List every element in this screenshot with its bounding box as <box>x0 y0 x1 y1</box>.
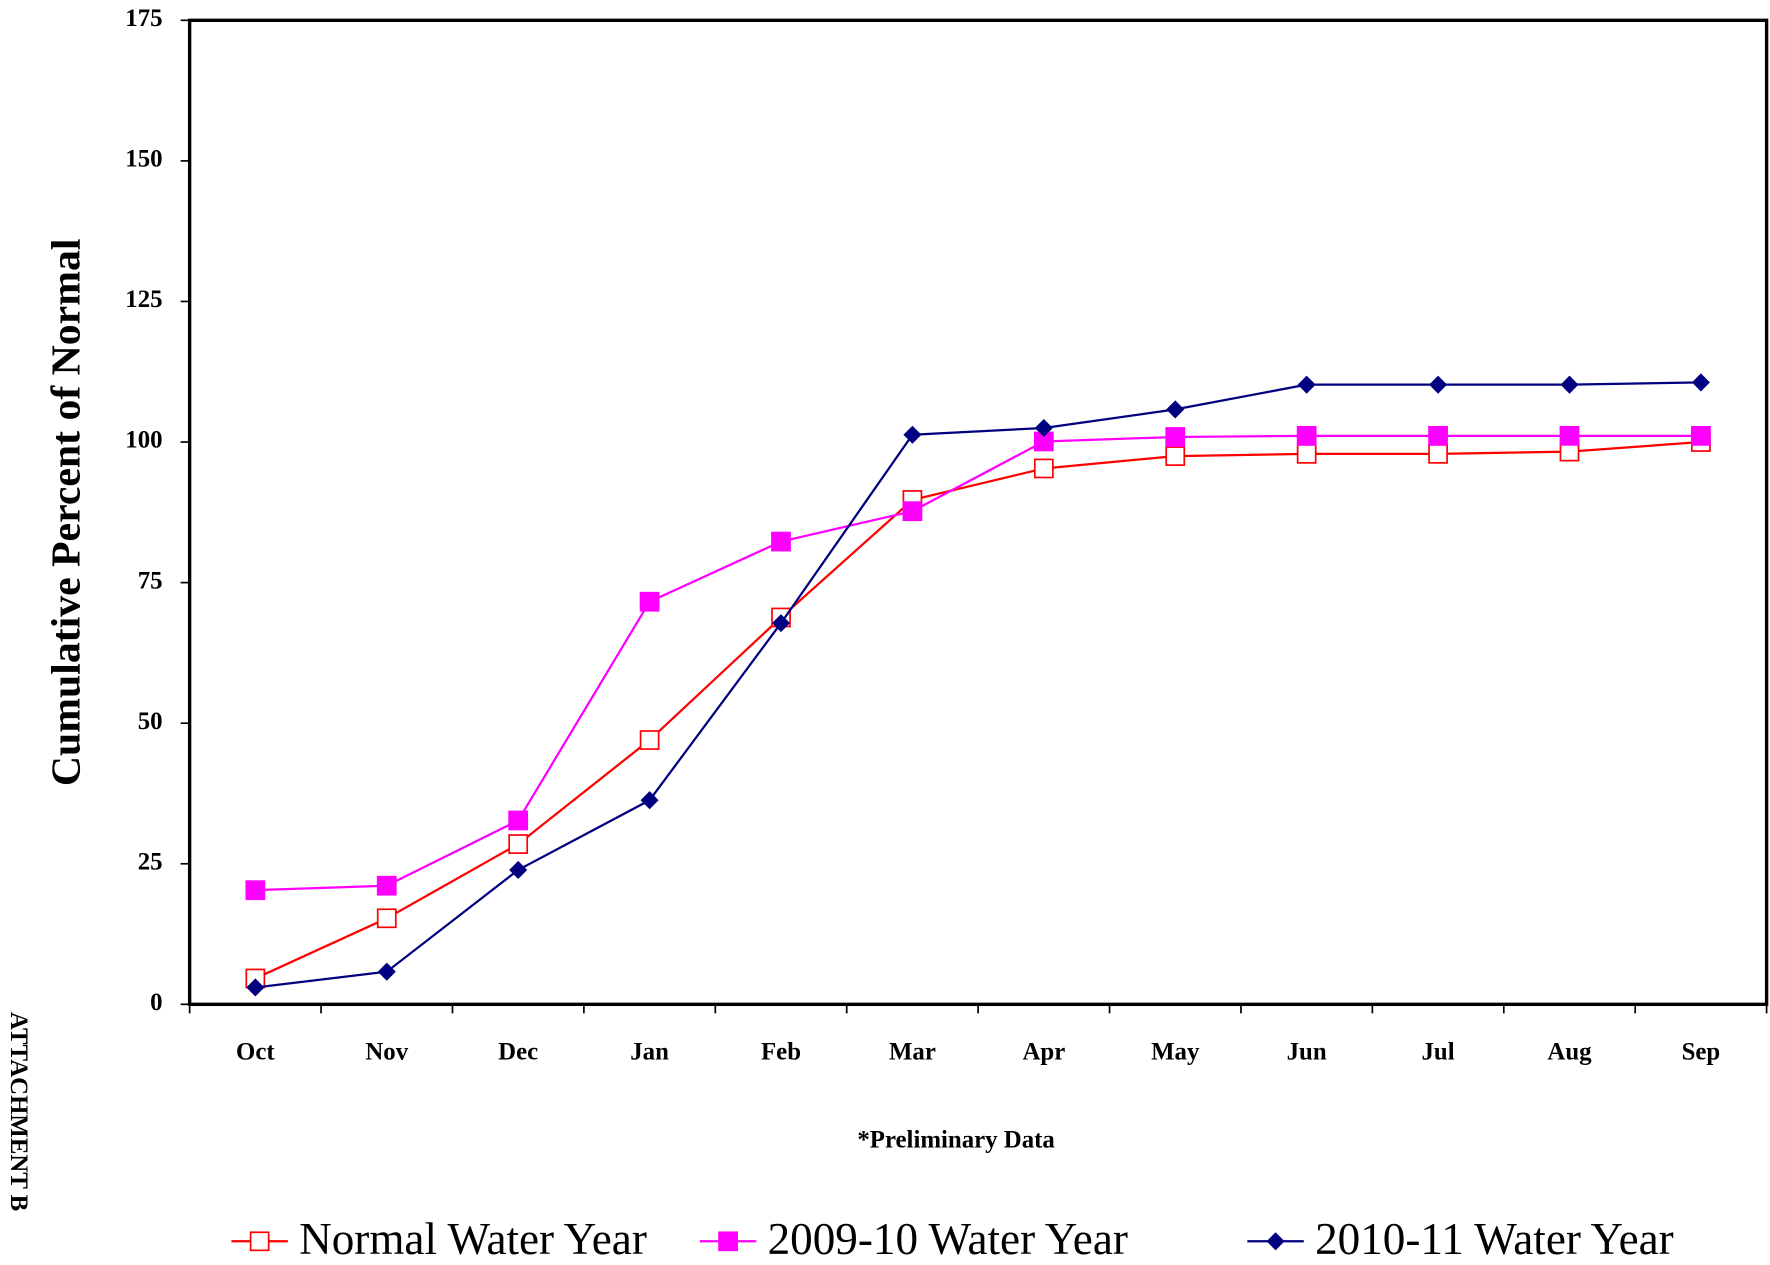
marker <box>1166 400 1185 419</box>
marker <box>640 791 659 810</box>
x-tick-label: Jun <box>1287 1039 1327 1066</box>
marker <box>1429 375 1448 394</box>
x-tick-label: Jan <box>630 1039 669 1066</box>
x-tick-label: Feb <box>761 1039 801 1066</box>
marker <box>245 880 266 901</box>
x-tick-label: Oct <box>236 1039 275 1066</box>
marker <box>246 978 265 997</box>
marker <box>1034 418 1053 438</box>
marker <box>376 908 397 929</box>
marker <box>1296 425 1317 446</box>
y-tick-label: 150 <box>125 146 162 173</box>
marker <box>902 501 923 522</box>
x-tick-label: Jul <box>1422 1039 1455 1066</box>
marker <box>1165 446 1186 466</box>
marker <box>771 531 791 552</box>
series-line <box>255 434 1701 892</box>
x-tick-label: Sep <box>1682 1039 1721 1066</box>
plot-frame <box>187 18 1769 1007</box>
series-line <box>254 440 1701 980</box>
x-tick-label: Dec <box>498 1039 538 1066</box>
x-tick-label: May <box>1151 1039 1200 1066</box>
marker <box>639 591 660 612</box>
y-tick-label: 50 <box>138 708 163 735</box>
marker <box>718 1231 738 1252</box>
y-tick-label: 100 <box>125 427 162 454</box>
y-axis-label: Cumulative Percent of Normal <box>44 239 90 787</box>
marker <box>1691 373 1710 392</box>
marker <box>249 1231 270 1252</box>
marker <box>1033 458 1054 479</box>
legend-label: 2009-10 Water Year <box>768 1214 1128 1264</box>
marker <box>903 425 922 444</box>
y-tick-label: 25 <box>138 848 163 875</box>
y-tick-label: 0 <box>150 989 162 1016</box>
x-axis-label: *Preliminary Data <box>857 1127 1055 1154</box>
marker <box>1559 425 1580 446</box>
side-label: ATTACHMENT B <box>5 1012 32 1211</box>
marker <box>1428 425 1448 446</box>
marker <box>376 875 397 896</box>
y-tick-label: 75 <box>138 567 163 594</box>
x-tick-label: Nov <box>365 1039 408 1066</box>
x-tick-label: Mar <box>889 1039 936 1066</box>
series-line <box>255 381 1701 989</box>
marker <box>1428 443 1448 464</box>
marker <box>1296 443 1317 464</box>
marker <box>1560 375 1579 394</box>
y-tick-label: 175 <box>125 5 162 32</box>
marker <box>508 810 529 831</box>
marker <box>1691 425 1711 446</box>
legend-label: Normal Water Year <box>299 1214 647 1264</box>
marker <box>1297 375 1316 394</box>
x-tick-label: Apr <box>1022 1039 1065 1066</box>
marker <box>508 834 529 854</box>
x-tick-label: Aug <box>1547 1039 1592 1066</box>
legend-label: 2010-11 Water Year <box>1315 1214 1674 1264</box>
marker <box>1165 427 1186 447</box>
marker <box>639 730 660 750</box>
marker <box>1266 1232 1285 1251</box>
y-tick-label: 125 <box>125 286 162 313</box>
